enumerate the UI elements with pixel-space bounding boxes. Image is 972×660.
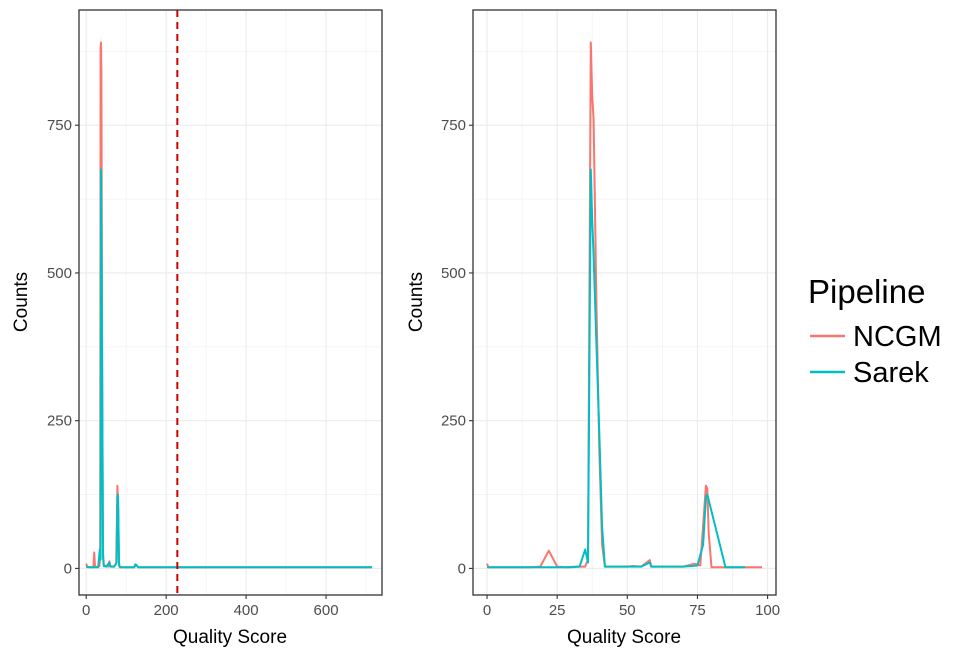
legend-label-ncgm: NCGM: [853, 321, 942, 353]
left-x-tick-label: 0: [82, 602, 90, 619]
legend-title: Pipeline: [808, 273, 925, 310]
right-panel-border: [472, 9, 777, 596]
right-y-tick-label: 250: [441, 413, 466, 430]
right-x-axis-title: Quality Score: [567, 627, 681, 648]
left-x-axis-title: Quality Score: [173, 627, 287, 648]
left-panel-border: [78, 9, 383, 596]
left-panel: 0 200 400 600 0 250 500 750 Quality Score Coun…: [11, 9, 383, 648]
right-x-tick-label: 0: [483, 602, 491, 619]
right-y-tick-label: 500: [441, 265, 466, 282]
legend: Pipeline NCGM Sarek: [808, 273, 942, 389]
right-x-tick-label: 50: [619, 602, 636, 619]
right-x-tick-label: 75: [689, 602, 706, 619]
left-y-axis-title: Counts: [11, 272, 32, 332]
legend-label-sarek: Sarek: [853, 357, 929, 389]
left-y-tick-label: 250: [47, 413, 72, 430]
right-x-tick-label: 25: [549, 602, 566, 619]
left-series-sarek: [86, 168, 372, 569]
right-panel: 0 25 50 75 100 0 250 500 750 Quality Score Coun…: [406, 9, 780, 648]
left-y-tick-label: 0: [64, 560, 72, 577]
right-y-tick-label: 0: [458, 560, 466, 577]
right-x-tick-label: 100: [755, 602, 780, 619]
left-y-tick-label: 750: [47, 117, 72, 134]
left-x-tick-label: 400: [234, 602, 259, 619]
left-x-tick-label: 200: [154, 602, 179, 619]
right-y-axis-title: Counts: [406, 272, 427, 332]
left-x-tick-label: 600: [314, 602, 339, 619]
right-y-tick-label: 750: [441, 117, 466, 134]
right-series-sarek: [487, 168, 746, 569]
left-y-tick-label: 500: [47, 265, 72, 282]
